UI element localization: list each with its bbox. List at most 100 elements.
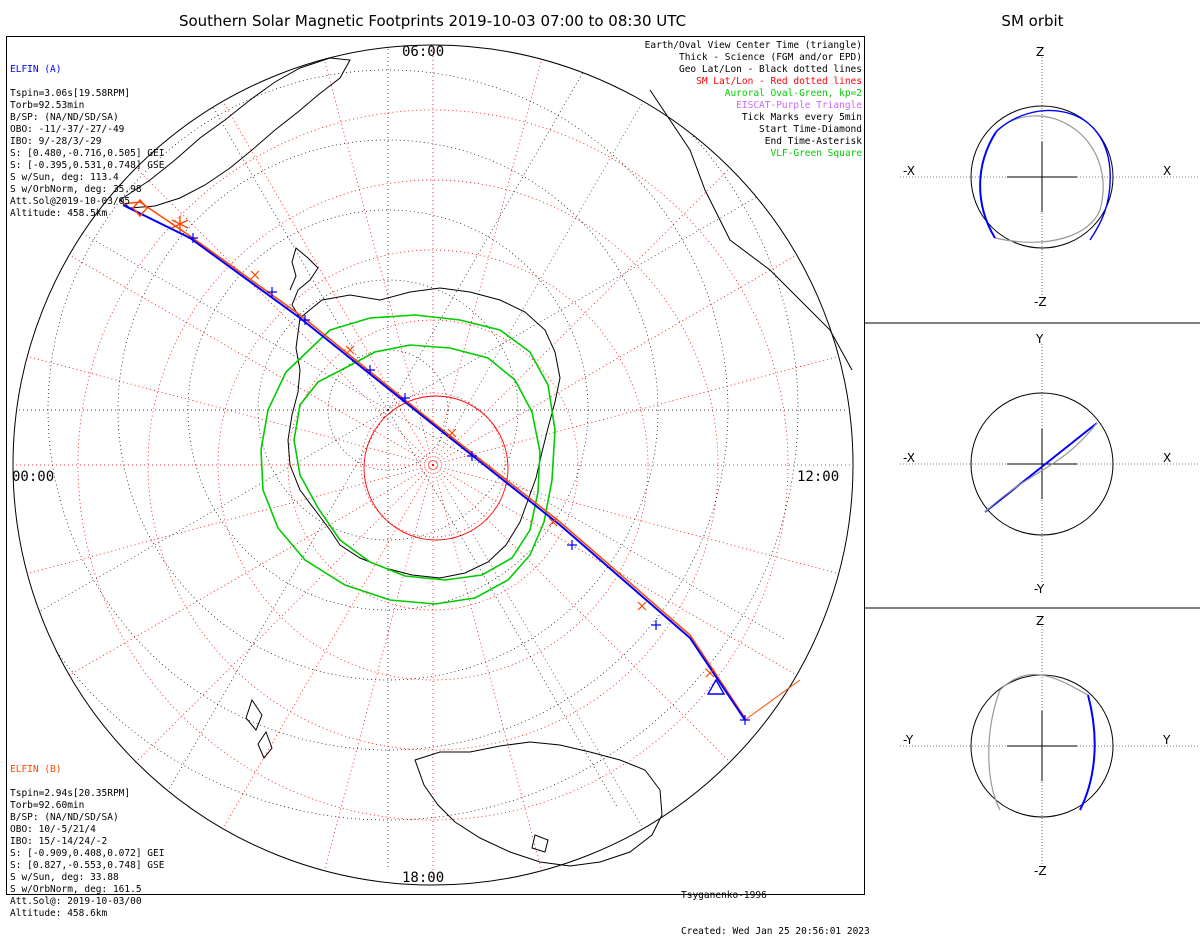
elfin-b-line: OBO: 10/-5/21/4	[10, 824, 96, 835]
elfin-a-line: S w/OrbNorm, deg: 35.98	[10, 184, 142, 195]
elfin-b-line: Att.Sol@: 2019-10-03/00	[10, 896, 142, 907]
legend-item: Earth/Oval View Center Time (triangle)	[644, 40, 862, 51]
elfin-b-info: ELFIN (B) Tspin=2.94s[20.35RPM] Torb=92.6…	[10, 740, 164, 920]
new-zealand-outline	[245, 698, 273, 759]
orbit-crosshair	[1007, 711, 1077, 781]
start-diamond	[132, 198, 148, 218]
legend-item: SM Lat/Lon - Red dotted lines	[696, 76, 862, 87]
mlt-label-left: 00:00	[12, 469, 55, 485]
orbit-a-xz-far	[995, 109, 1111, 241]
credit-created: Created: Wed Jan 25 20:56:01 2023	[681, 926, 870, 937]
sm-lon-line	[432, 167, 731, 466]
sm-lat-circle	[77, 109, 789, 821]
elfin-a-line: Torb=92.53min	[10, 100, 85, 111]
continents	[119, 57, 853, 867]
elfin-a-tick	[400, 393, 410, 403]
elfin-a-tick	[567, 540, 577, 550]
mlt-label-right: 12:00	[797, 469, 840, 485]
elfin-a-tick	[740, 715, 750, 725]
elfin-a-tick	[267, 287, 277, 297]
orbit-b-yz-top	[999, 673, 1089, 696]
sm-lon-line	[432, 464, 731, 763]
elfin-a-line: S: [0.480,-0.716,0.505] GEI	[10, 148, 165, 159]
africa-outline	[649, 89, 853, 371]
orbit-panel-title: SM orbit	[1001, 12, 1064, 30]
orbit-axis-label-right: Y	[1163, 733, 1171, 747]
sm-lon-line	[323, 59, 434, 466]
credits: Tsyganenko-1996 Created: Wed Jan 25 20:5…	[681, 866, 870, 950]
mlt-label-bottom: 18:00	[402, 870, 445, 886]
sm-lon-line	[323, 464, 434, 871]
orbit-crosshair	[1007, 429, 1077, 499]
legend-item: Geo Lat/Lon - Black dotted lines	[678, 64, 862, 75]
elfin-b-tick	[447, 428, 457, 438]
geo-grid	[13, 45, 848, 870]
orbit-axis-label-left: -Y	[903, 733, 914, 747]
geo-lat-circle	[117, 139, 659, 681]
elfin-b-track-tail	[744, 679, 801, 721]
orbit-axis-label-top: Z	[1036, 45, 1045, 59]
elfin-a-info: ELFIN (A) Tspin=3.06s[19.58RPM] Torb=92.5…	[10, 40, 164, 220]
orbit-a-xy	[984, 422, 1098, 513]
geo-lon-line	[157, 409, 389, 809]
south-america-outline	[119, 57, 351, 209]
elfin-a-tick	[365, 365, 375, 375]
sm-lon-line	[135, 464, 434, 763]
elfin-a-line: Att.Sol@2019-10-03/05	[10, 196, 131, 207]
tasmania-outline	[531, 834, 549, 853]
legend-item: Auroral Oval-Green, kp=2	[724, 88, 862, 99]
footprint-tracks	[122, 198, 801, 725]
elfin-b-line: Altitude: 458.6km	[10, 908, 108, 919]
geo-lon-line	[387, 45, 619, 411]
elfin-b-tick	[637, 601, 647, 611]
geo-lon-line	[387, 409, 619, 809]
elfin-a-tick	[188, 233, 198, 243]
orbit-axis-label-left: -X	[903, 451, 915, 465]
legend-item: VLF-Green Square	[770, 148, 862, 159]
orbit-b-xy	[984, 422, 1098, 513]
orbit-crosshair	[1007, 142, 1077, 212]
elfin-a-line: IBO: 9/-28/3/-29	[10, 136, 102, 147]
elfin-b-tick	[548, 517, 558, 527]
sm-lat-circle	[217, 249, 649, 681]
antarctica-outline	[287, 287, 561, 579]
orbit-axis-label-top: Y	[1036, 332, 1044, 346]
view-center-triangle	[706, 678, 726, 695]
orbit-axis-label-bottom: -Z	[1034, 864, 1047, 878]
orbit-a-yz	[1079, 694, 1096, 811]
legend-item: End Time-Asterisk	[764, 136, 862, 147]
elfin-a-line: B/SP: (NA/ND/SD/SA)	[10, 112, 119, 123]
orbit-axis-label-bottom: -Z	[1034, 295, 1047, 309]
polar-map	[12, 44, 854, 886]
elfin-a-line: Altitude: 458.5km	[10, 208, 108, 219]
elfin-b-line: S: [-0.909,0.408,0.072] GEI	[10, 848, 165, 859]
page-title: Southern Solar Magnetic Footprints 2019-…	[178, 12, 687, 30]
footprint-map-svg	[6, 36, 1200, 895]
elfin-b-line: Torb=92.60min	[10, 800, 85, 811]
sm-lon-line	[432, 464, 839, 575]
elfin-b-line: IBO: 15/-14/24/-2	[10, 836, 108, 847]
elfin-b-tick	[345, 345, 355, 355]
elfin-b-tick	[250, 270, 260, 280]
legend: Earth/Oval View Center Time (triangle) Th…	[645, 40, 862, 160]
antarctic-peninsula	[289, 247, 319, 319]
orbit-axis-label-right: X	[1163, 451, 1172, 465]
elfin-b-tick	[705, 668, 715, 678]
legend-item: Thick - Science (FGM and/or EPD)	[678, 52, 862, 63]
geo-lat-circle	[13, 45, 799, 821]
earth-circle	[970, 105, 1114, 249]
orbit-axis-label-top: Z	[1036, 614, 1045, 628]
elfin-a-line: Tspin=3.06s[19.58RPM]	[10, 88, 131, 99]
mlt-label-top: 06:00	[402, 44, 445, 60]
elfin-b-line: B/SP: (NA/ND/SD/SA)	[10, 812, 119, 823]
australia-outline	[414, 741, 663, 867]
elfin-b-line: S: [0.827,-0.553,0.748] GSE	[10, 860, 165, 871]
geo-lat-circle	[257, 279, 519, 541]
geo-lon-line	[13, 409, 389, 641]
elfin-a-tick	[467, 451, 477, 461]
auroral-oval-outer	[260, 314, 556, 605]
credit-model: Tsyganenko-1996	[681, 890, 767, 901]
sm-lon-line	[432, 254, 797, 466]
elfin-a-name: ELFIN (A)	[10, 64, 62, 75]
elfin-a-line: S: [-0.395,0.531,0.748] GSE	[10, 160, 165, 171]
